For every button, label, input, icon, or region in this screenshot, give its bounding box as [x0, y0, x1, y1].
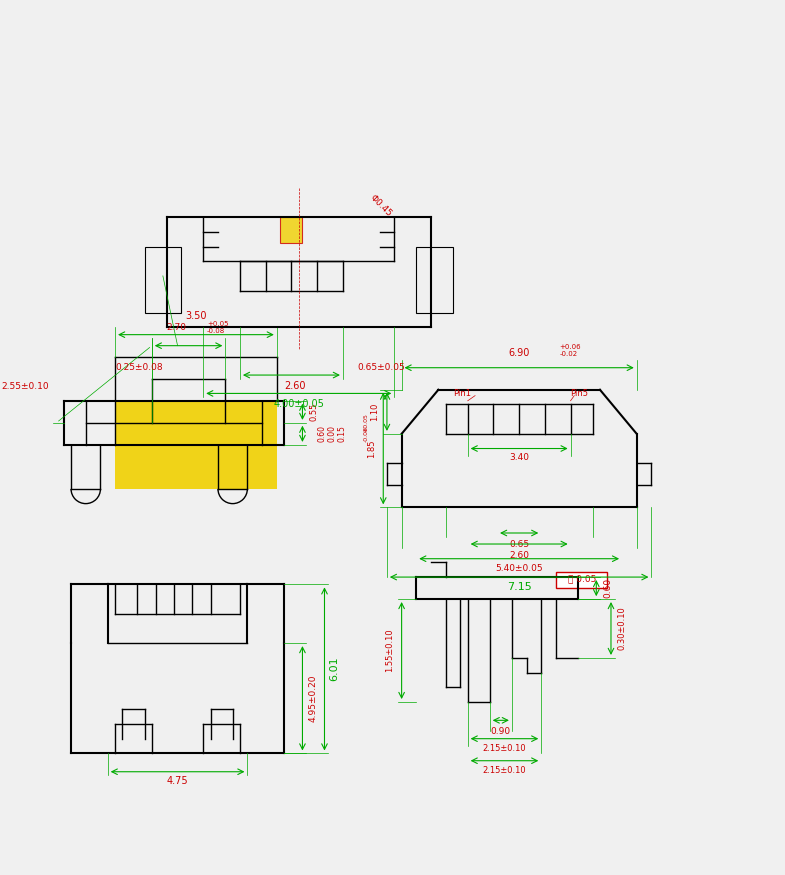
- Bar: [144, 247, 181, 312]
- Text: -0.08: -0.08: [363, 426, 369, 442]
- Text: +0.06: +0.06: [560, 344, 581, 350]
- Text: 2.15±0.10: 2.15±0.10: [483, 745, 526, 753]
- Text: 4.00±0.05: 4.00±0.05: [273, 400, 324, 410]
- Text: 0.55: 0.55: [310, 402, 319, 421]
- Text: -0.08: -0.08: [207, 328, 225, 334]
- Text: 3.40: 3.40: [509, 453, 529, 462]
- Text: 2.70: 2.70: [166, 323, 187, 332]
- Text: 0.60: 0.60: [604, 578, 612, 598]
- Text: 0.90: 0.90: [491, 727, 511, 736]
- Text: 2.60: 2.60: [284, 382, 306, 391]
- Text: 0.60
0.00
0.15: 0.60 0.00 0.15: [317, 425, 347, 443]
- Bar: [115, 401, 277, 489]
- Bar: [280, 217, 302, 243]
- Text: 1.55±0.10: 1.55±0.10: [385, 629, 394, 672]
- Text: 5.40±0.05: 5.40±0.05: [495, 564, 543, 573]
- Text: 0.30±0.10: 0.30±0.10: [618, 606, 626, 650]
- Text: 0.25±0.08: 0.25±0.08: [115, 363, 162, 372]
- Text: Φ0.45: Φ0.45: [369, 193, 394, 219]
- Text: 2.55±0.10: 2.55±0.10: [2, 382, 49, 390]
- Text: 0.65±0.05: 0.65±0.05: [357, 363, 405, 372]
- FancyBboxPatch shape: [556, 572, 608, 588]
- Text: 1.10: 1.10: [371, 402, 380, 421]
- Bar: [416, 247, 453, 312]
- Text: -0.02: -0.02: [560, 352, 578, 358]
- Text: ⧠ 0.05: ⧠ 0.05: [568, 574, 597, 583]
- Text: 7.15: 7.15: [507, 582, 531, 592]
- Text: 6.01: 6.01: [330, 656, 340, 682]
- Text: 6.90: 6.90: [509, 348, 530, 358]
- Text: Pin1: Pin1: [453, 388, 471, 398]
- Text: +0.05: +0.05: [363, 413, 369, 432]
- Text: +0.05: +0.05: [207, 320, 228, 326]
- Text: 4.75: 4.75: [166, 775, 188, 786]
- Text: 0.65: 0.65: [509, 540, 529, 549]
- Text: 1.85: 1.85: [367, 439, 376, 458]
- Text: 2.15±0.10: 2.15±0.10: [483, 766, 526, 774]
- Text: 2.60: 2.60: [509, 550, 529, 559]
- Text: 3.50: 3.50: [185, 312, 206, 321]
- Text: 4.95±0.20: 4.95±0.20: [309, 675, 317, 722]
- Text: Pin5: Pin5: [571, 388, 589, 398]
